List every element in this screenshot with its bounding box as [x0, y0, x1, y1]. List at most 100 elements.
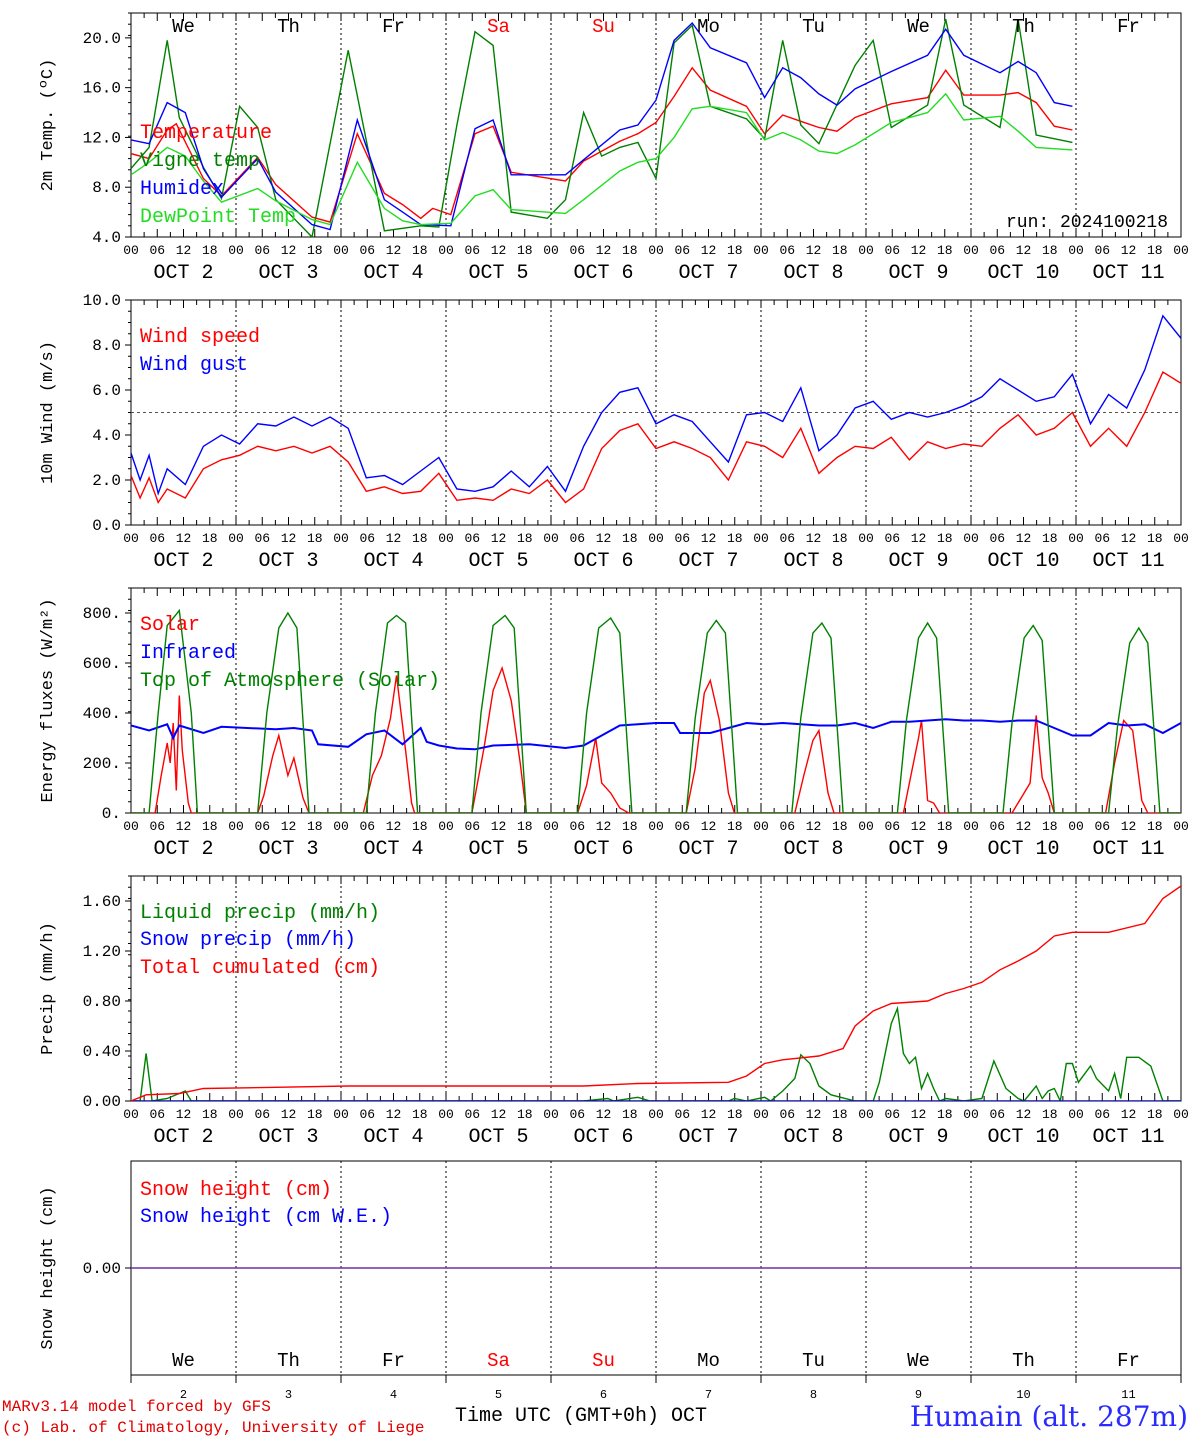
- hour-tick-label: 18: [832, 531, 848, 546]
- hour-tick-label: 12: [1121, 531, 1137, 546]
- hour-tick-label: 00: [1173, 819, 1189, 834]
- date-label: OCT 3: [258, 262, 318, 285]
- y-axis-label: 10m Wind (m/s): [39, 341, 58, 484]
- date-label: OCT 4: [363, 262, 423, 285]
- hour-tick-label: 00: [648, 531, 664, 546]
- legend-entry: Snow precip (mm/h): [140, 929, 356, 952]
- hour-tick-label: 12: [491, 1107, 507, 1122]
- hour-tick-label: 00: [648, 243, 664, 258]
- hour-tick-label: 00: [648, 819, 664, 834]
- legend-entry: Temperature: [140, 122, 272, 145]
- legend-entry: Wind speed: [140, 326, 260, 349]
- dow-label: We: [172, 16, 195, 38]
- hour-tick-label: 00: [438, 819, 454, 834]
- hour-tick-label: 06: [359, 243, 375, 258]
- series-line-infrared: [131, 718, 1181, 751]
- hour-tick-label: 12: [911, 1107, 927, 1122]
- hour-tick-label: 06: [989, 819, 1005, 834]
- legend-entry: Snow height (cm): [140, 1179, 332, 1202]
- day-number-label: 2: [180, 1388, 187, 1402]
- hour-tick-label: 00: [123, 243, 139, 258]
- date-label: OCT 7: [678, 1126, 738, 1149]
- hour-tick-label: 18: [307, 819, 323, 834]
- hour-tick-label: 18: [1042, 819, 1058, 834]
- hour-tick-label: 00: [1068, 531, 1084, 546]
- date-label: OCT 3: [258, 1126, 318, 1149]
- dow-label: Su: [592, 16, 615, 38]
- hour-tick-label: 18: [1042, 1107, 1058, 1122]
- hour-tick-label: 00: [228, 243, 244, 258]
- hour-tick-label: 12: [806, 819, 822, 834]
- hour-tick-label: 00: [1173, 531, 1189, 546]
- series-line-dewpoint-temp: [131, 92, 1073, 226]
- date-label: OCT 8: [783, 838, 843, 861]
- hour-tick-label: 06: [779, 1107, 795, 1122]
- hour-tick-label: 00: [228, 819, 244, 834]
- hour-tick-label: 18: [937, 531, 953, 546]
- date-label: OCT 7: [678, 838, 738, 861]
- hour-tick-label: 18: [517, 243, 533, 258]
- hour-tick-label: 12: [281, 243, 297, 258]
- hour-tick-label: 00: [858, 243, 874, 258]
- hour-tick-label: 12: [386, 819, 402, 834]
- hour-tick-label: 18: [517, 1107, 533, 1122]
- series-line-wind-speed: [131, 370, 1181, 505]
- date-label: OCT 7: [678, 262, 738, 285]
- legend-entry: Humidex: [140, 178, 224, 201]
- day-number-label: 8: [810, 1388, 817, 1402]
- model-credit: MARv3.14 model forced by GFS: [2, 1398, 271, 1416]
- date-label: OCT 6: [573, 262, 633, 285]
- date-label: OCT 4: [363, 838, 423, 861]
- legend-entry: Vigne temp: [140, 150, 260, 173]
- hour-tick-label: 18: [1147, 531, 1163, 546]
- y-tick-label: 16.0: [83, 80, 121, 98]
- hour-tick-label: 00: [543, 243, 559, 258]
- dow-label: Fr: [382, 16, 405, 38]
- hour-tick-label: 18: [622, 243, 638, 258]
- hour-tick-label: 00: [333, 819, 349, 834]
- hour-tick-label: 00: [438, 531, 454, 546]
- day-number-label: 10: [1016, 1388, 1030, 1402]
- hour-tick-label: 12: [281, 1107, 297, 1122]
- hour-tick-label: 12: [701, 1107, 717, 1122]
- hour-tick-label: 12: [1016, 531, 1032, 546]
- hour-tick-label: 18: [1042, 531, 1058, 546]
- hour-tick-label: 06: [779, 243, 795, 258]
- dow-label: Mo: [697, 1350, 720, 1372]
- hour-tick-label: 18: [202, 531, 218, 546]
- day-number-label: 6: [600, 1388, 607, 1402]
- hour-tick-label: 00: [1173, 243, 1189, 258]
- y-tick-label: 0.: [102, 805, 121, 823]
- hour-tick-label: 06: [884, 819, 900, 834]
- legend-entry: Total cumulated (cm): [140, 957, 380, 980]
- date-label: OCT 10: [987, 838, 1059, 861]
- hour-tick-label: 00: [1068, 1107, 1084, 1122]
- hour-tick-label: 06: [779, 531, 795, 546]
- series-line-temperature: [131, 66, 1073, 223]
- dow-label: Th: [1012, 16, 1035, 38]
- hour-tick-label: 06: [884, 243, 900, 258]
- x-axis-title: Time UTC (GMT+0h) OCT: [455, 1405, 708, 1428]
- y-tick-label: 2.0: [92, 472, 121, 490]
- hour-tick-label: 12: [176, 531, 192, 546]
- hour-tick-label: 00: [753, 531, 769, 546]
- y-tick-label: 1.60: [83, 893, 121, 911]
- station-name: Humain (alt. 287m): [909, 1400, 1188, 1433]
- hour-tick-label: 12: [701, 819, 717, 834]
- hour-tick-label: 12: [1121, 819, 1137, 834]
- hour-tick-label: 12: [596, 243, 612, 258]
- hour-tick-label: 12: [596, 531, 612, 546]
- day-number-label: 11: [1121, 1388, 1135, 1402]
- hour-tick-label: 18: [727, 819, 743, 834]
- y-tick-label: 0.00: [83, 1260, 121, 1278]
- hour-tick-label: 06: [464, 819, 480, 834]
- date-label: OCT 11: [1092, 262, 1164, 285]
- hour-tick-label: 06: [359, 531, 375, 546]
- date-label: OCT 10: [987, 550, 1059, 573]
- hour-tick-label: 18: [727, 531, 743, 546]
- date-label: OCT 8: [783, 1126, 843, 1149]
- y-axis-label: Snow height (cm): [39, 1186, 58, 1349]
- series-line-total-cumulated-cm-: [131, 885, 1181, 1101]
- hour-tick-label: 06: [464, 243, 480, 258]
- hour-tick-label: 18: [1042, 243, 1058, 258]
